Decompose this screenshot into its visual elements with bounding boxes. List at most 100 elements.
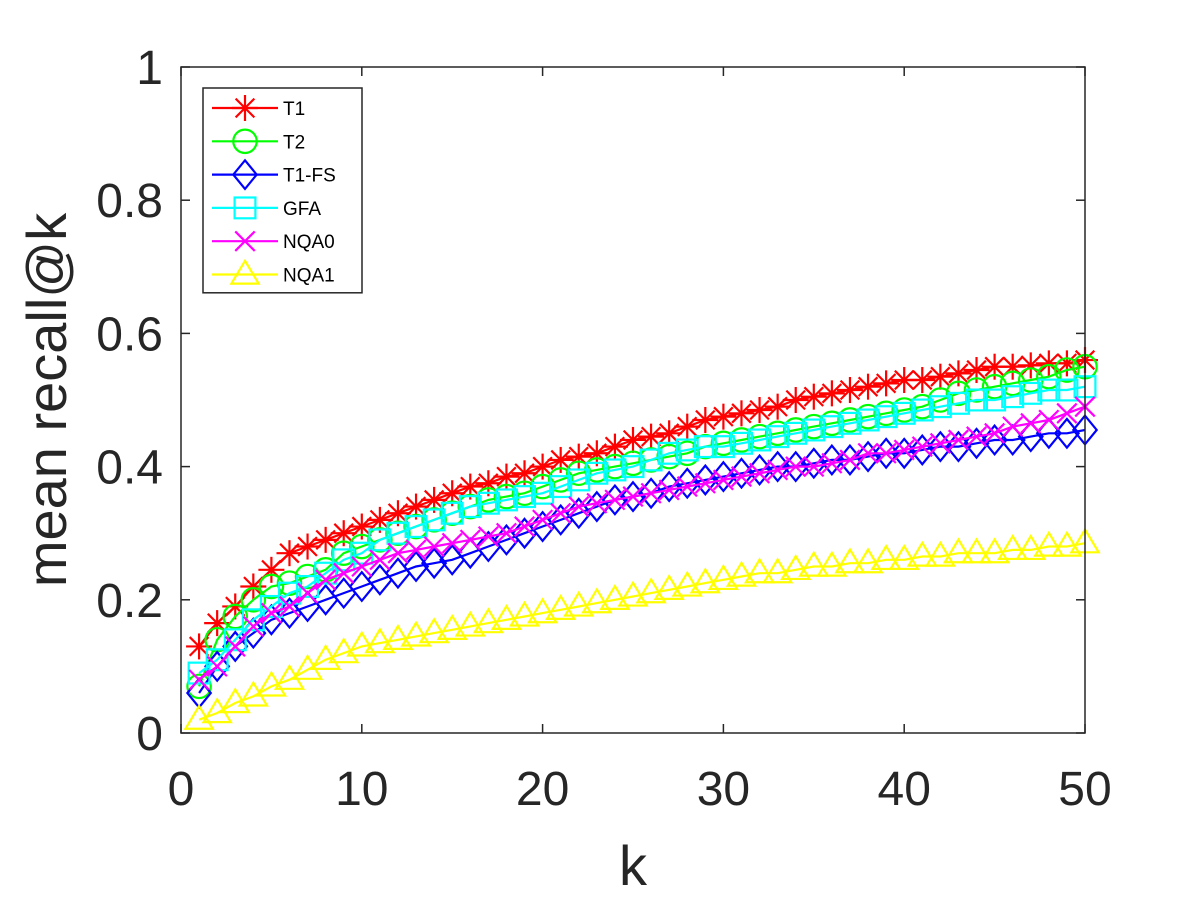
y-tick-label: 0.4: [96, 442, 163, 495]
data-point-nqa0: [893, 439, 915, 461]
data-point-nqa0: [423, 535, 445, 558]
series-layer: [183, 347, 1101, 730]
data-point-t1-fs: [872, 437, 900, 470]
data-point-t2: [782, 417, 809, 443]
data-point-t2: [276, 570, 303, 596]
data-point-t2: [547, 467, 574, 493]
x-tick-label: 10: [335, 763, 388, 816]
data-point-nqa1: [581, 587, 613, 614]
data-point-t2: [294, 563, 321, 590]
data-point-nqa0: [242, 615, 264, 637]
data-point-t1: [746, 396, 773, 423]
data-point-t2: [186, 673, 212, 700]
data-point-nqa1: [346, 630, 378, 657]
data-point-t2: [674, 440, 701, 467]
data-point-nqa1: [834, 547, 866, 574]
data-point-t2: [330, 540, 357, 566]
x-tick-label: 0: [168, 763, 195, 816]
data-point-nqa0: [369, 549, 391, 571]
legend-item-gfa: GFA: [212, 196, 321, 220]
data-point-nqa0: [803, 456, 825, 478]
x-axis-label: k: [619, 834, 648, 897]
data-point-gfa: [404, 515, 428, 539]
data-point-nqa1: [454, 610, 486, 637]
data-point-nqa1: [924, 540, 956, 567]
y-axis-label: mean recall@k: [15, 212, 78, 587]
data-point-gfa: [621, 455, 645, 479]
data-point-gfa: [729, 431, 753, 455]
data-point-nqa0: [676, 476, 698, 498]
legend-marker-nqa0: [234, 230, 256, 252]
data-point-gfa: [277, 581, 301, 605]
data-point-nqa1: [508, 600, 541, 627]
data-point-t2: [457, 493, 484, 520]
data-point-gfa: [386, 521, 410, 545]
data-point-nqa1: [563, 590, 595, 617]
data-point-nqa1: [888, 544, 920, 571]
data-point-nqa0: [441, 532, 463, 554]
data-point-gfa: [838, 411, 862, 435]
data-point-gfa: [892, 401, 916, 425]
data-point-nqa1: [545, 594, 577, 620]
y-tick-label: 0.6: [96, 308, 163, 361]
data-point-nqa0: [278, 595, 301, 617]
data-point-gfa: [657, 441, 681, 465]
data-point-gfa: [946, 391, 970, 415]
data-point-nqa1: [599, 584, 631, 611]
data-point-nqa1: [743, 557, 776, 584]
data-point-nqa0: [477, 526, 499, 548]
legend-item-t1-fs: T1-FS: [212, 158, 336, 191]
data-point-gfa: [675, 438, 699, 462]
x-tick-label: 30: [697, 763, 750, 816]
data-point-nqa1: [798, 550, 830, 577]
y-tick-label: 1: [136, 42, 163, 95]
data-point-nqa1: [364, 627, 396, 654]
data-point-t1: [818, 380, 845, 407]
data-point-nqa0: [315, 569, 337, 591]
series-line-nqa0: [198, 405, 1086, 681]
data-point-nqa0: [857, 442, 879, 464]
data-point-gfa: [440, 501, 464, 525]
data-point-t1: [728, 400, 755, 427]
data-point-t1: [927, 363, 954, 390]
data-point-nqa1: [906, 540, 938, 567]
data-point-nqa0: [188, 669, 210, 691]
data-point-gfa: [856, 408, 880, 432]
data-point-gfa: [910, 398, 934, 422]
data-point-nqa0: [947, 429, 969, 451]
data-point-gfa: [223, 628, 247, 652]
data-point-nqa1: [436, 613, 468, 640]
data-point-t2: [367, 527, 393, 553]
data-point-t2: [1054, 357, 1080, 383]
data-point-t2: [873, 400, 899, 427]
data-point-nqa1: [237, 680, 269, 707]
data-point-t2: [728, 427, 755, 453]
legend-marker-t2: [232, 128, 258, 155]
data-point-nqa0: [550, 502, 572, 524]
data-point-nqa0: [640, 482, 662, 504]
data-point-nqa0: [568, 496, 590, 518]
series-nqa1: [183, 527, 1101, 730]
x-tick-label: 40: [878, 763, 931, 816]
data-point-nqa1: [635, 577, 667, 604]
data-point-gfa: [1037, 378, 1061, 402]
data-point-nqa0: [351, 555, 373, 578]
data-point-gfa: [458, 495, 482, 519]
data-point-t2: [891, 397, 917, 423]
data-point-nqa0: [387, 542, 409, 564]
data-point-gfa: [368, 528, 392, 552]
data-point-nqa0: [459, 529, 481, 551]
data-point-nqa1: [979, 537, 1011, 564]
data-point-nqa1: [653, 574, 685, 601]
data-point-gfa: [422, 508, 446, 532]
legend-item-t1: T1: [212, 95, 305, 121]
series-gfa: [187, 375, 1097, 685]
data-point-t2: [258, 573, 285, 600]
data-point-t1: [909, 367, 936, 394]
data-point-nqa1: [273, 663, 306, 690]
legend-marker-t1-fs: [231, 158, 259, 191]
data-point-nqa0: [929, 432, 951, 454]
data-point-nqa1: [1051, 530, 1083, 557]
data-point-nqa1: [671, 570, 703, 597]
